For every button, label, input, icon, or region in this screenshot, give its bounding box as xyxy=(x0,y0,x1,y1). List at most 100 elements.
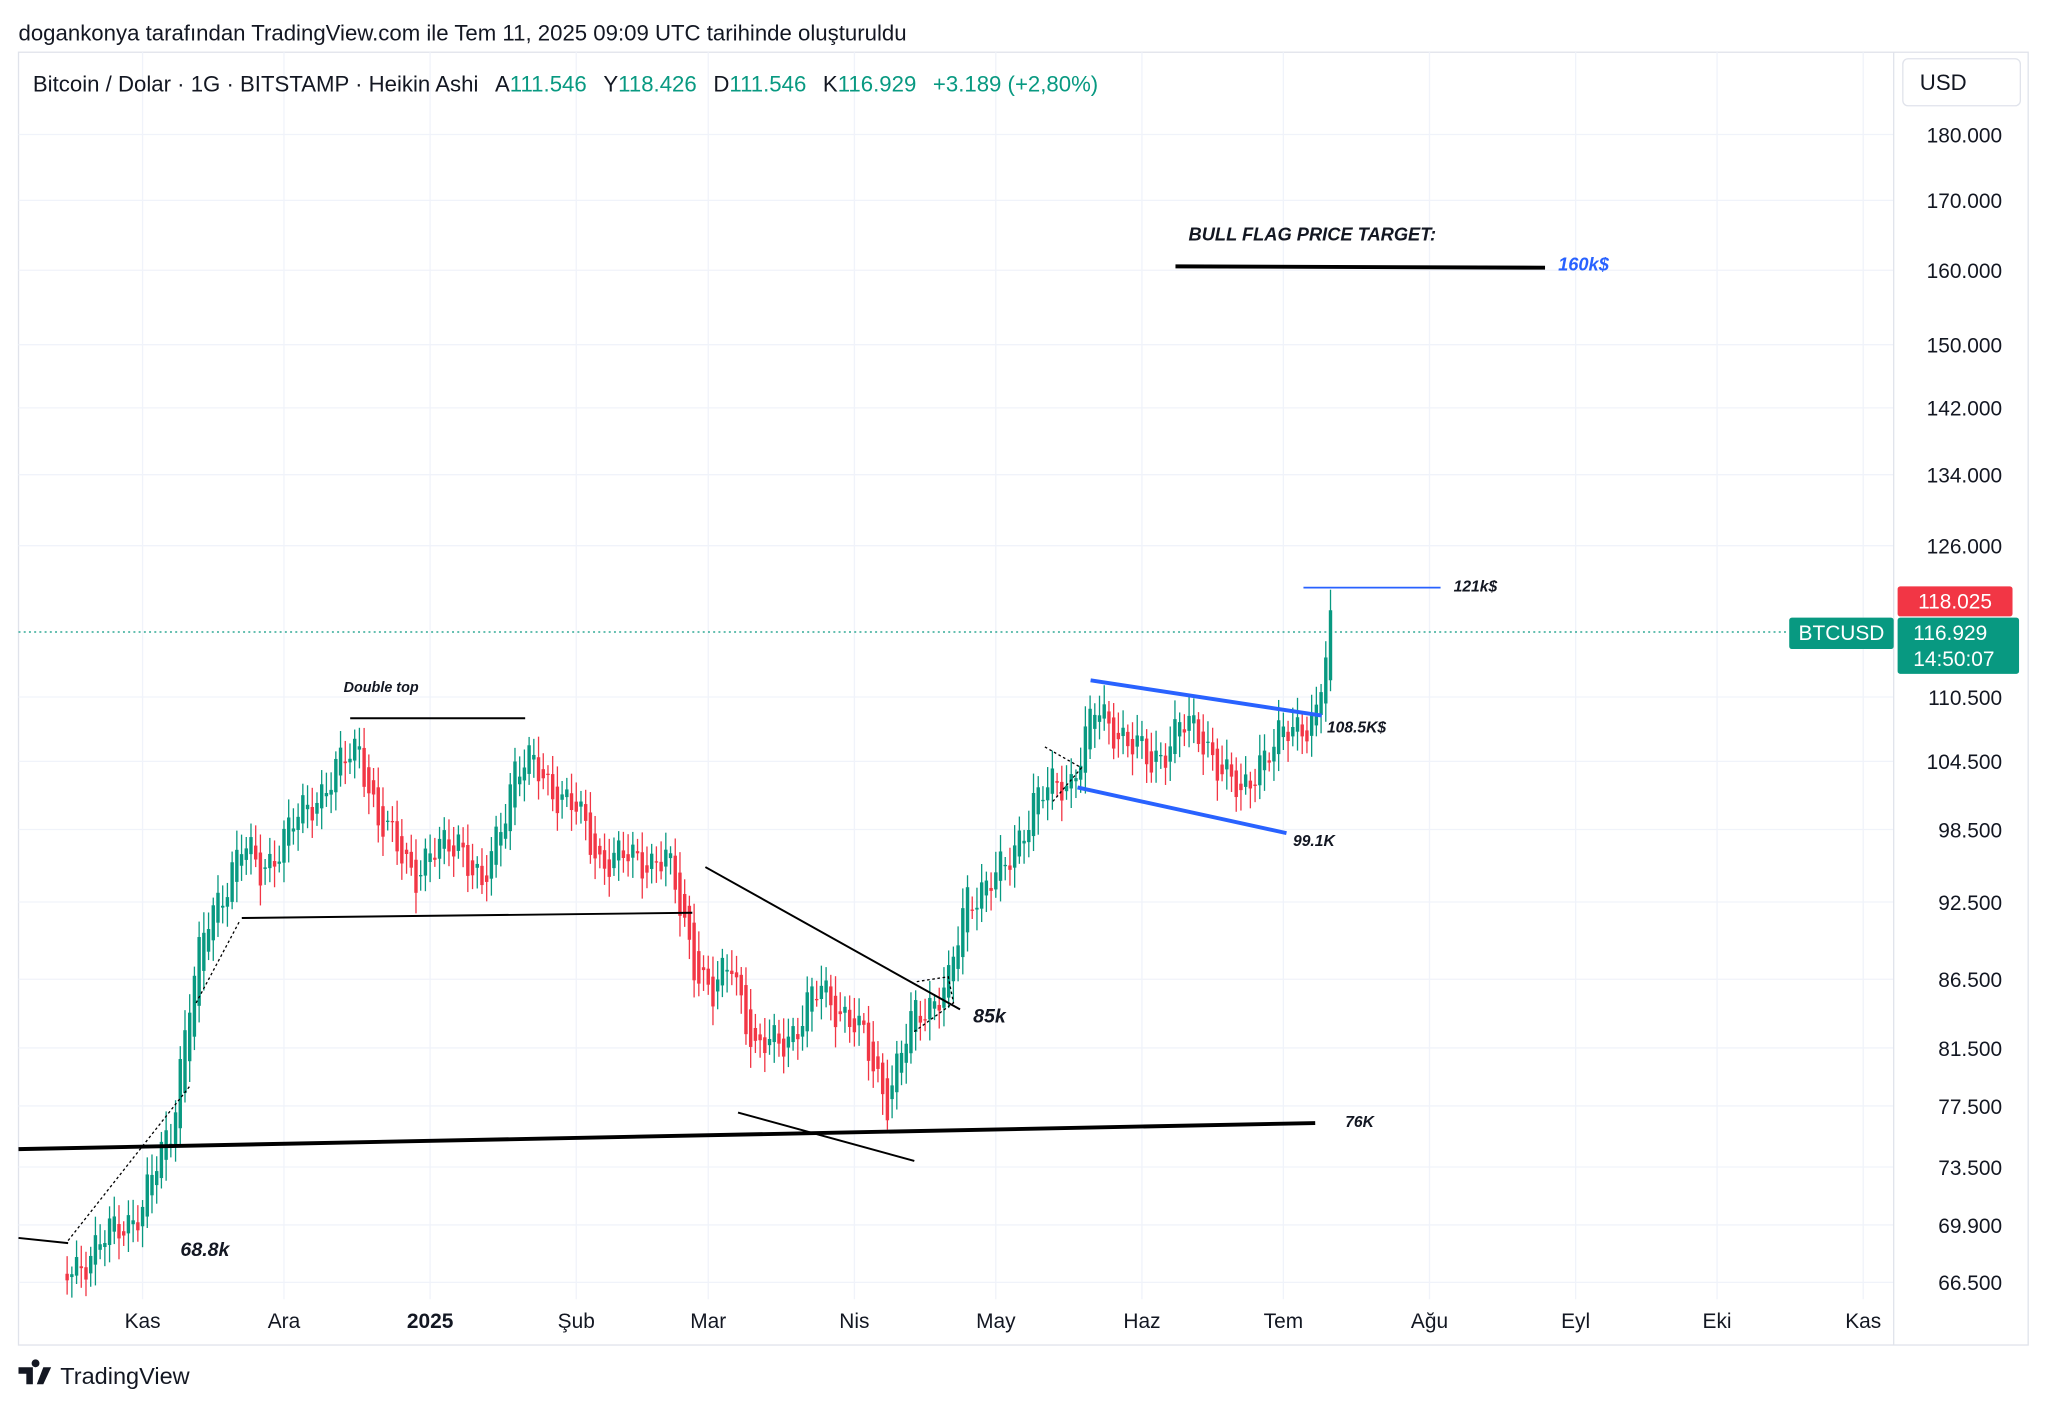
candle-body xyxy=(418,875,423,877)
flag-upper-line[interactable] xyxy=(1090,678,1323,718)
currency-button[interactable]: USD xyxy=(1902,58,2022,107)
candle-body xyxy=(409,851,413,868)
candle-body xyxy=(244,848,248,860)
wedge-upper-line[interactable] xyxy=(704,866,961,1011)
candle xyxy=(937,987,941,1029)
candle xyxy=(1196,712,1201,753)
candle-body xyxy=(145,1174,149,1217)
x-tick-label: May xyxy=(976,1310,1016,1333)
candle xyxy=(687,895,692,960)
candle-body xyxy=(1078,765,1083,780)
candle-body xyxy=(1008,865,1012,870)
candle-body xyxy=(711,976,715,1007)
support-line-76k[interactable] xyxy=(18,1121,1316,1152)
candle-body xyxy=(1182,729,1187,733)
candle xyxy=(1036,776,1040,835)
candle xyxy=(1168,726,1172,781)
candle-body xyxy=(555,786,560,814)
candle xyxy=(437,826,442,879)
price-axis[interactable]: 180.000 170.000 160.000 150.000 142.000 134.0… xyxy=(1927,124,2002,1295)
candle-body xyxy=(1031,793,1036,837)
candle xyxy=(767,1019,772,1055)
candle-body xyxy=(1276,720,1281,755)
candle-body xyxy=(598,845,602,855)
candle-body xyxy=(532,754,536,760)
candle xyxy=(513,747,517,826)
line-68k[interactable] xyxy=(18,1236,69,1245)
tradingview-logo[interactable]: TradingView xyxy=(18,1359,191,1389)
candle xyxy=(975,887,979,931)
candle xyxy=(253,825,258,868)
candle-body xyxy=(188,1012,192,1062)
candle xyxy=(616,831,621,881)
candle xyxy=(484,855,489,902)
wedge-lower-line[interactable] xyxy=(737,1111,915,1162)
candle xyxy=(263,858,267,885)
level-76-label: 76K xyxy=(1345,1114,1375,1131)
candle xyxy=(155,1156,159,1204)
candle-body xyxy=(385,820,390,822)
candle-body xyxy=(107,1218,112,1246)
y-tick-label: 69.900 xyxy=(1938,1215,2002,1238)
candle xyxy=(178,1046,182,1148)
trend-dotted-1[interactable] xyxy=(67,1086,191,1241)
flag-pole-dotted[interactable] xyxy=(1044,746,1083,804)
candle-body xyxy=(593,833,597,859)
candle-body xyxy=(197,937,201,1006)
candle xyxy=(720,948,725,998)
candle-body xyxy=(122,1231,126,1236)
candle xyxy=(371,767,376,808)
candle-body xyxy=(1305,730,1309,742)
candle xyxy=(1309,694,1314,757)
candle-body xyxy=(909,1011,913,1054)
candle xyxy=(1031,773,1036,852)
candle-body xyxy=(1309,715,1314,736)
candle-body xyxy=(155,1171,159,1186)
y-tick-label: 66.500 xyxy=(1938,1272,2002,1295)
candle xyxy=(1225,739,1229,790)
time-axis[interactable]: Kas Ara 2025 Şub Mar Nis May Haz Tem Ağu Eyl Eki Kas xyxy=(125,1310,1882,1333)
candle-body xyxy=(640,852,644,879)
flag-lower-line[interactable] xyxy=(1077,785,1287,836)
candle-body xyxy=(1036,787,1040,815)
x-tick-label: Kas xyxy=(1845,1310,1881,1333)
candle xyxy=(1239,763,1243,811)
candle xyxy=(1187,695,1191,748)
currency-label: USD xyxy=(1920,70,1967,95)
candle-body xyxy=(508,784,512,832)
candle-body xyxy=(664,849,668,867)
x-tick-label: Nis xyxy=(839,1310,869,1333)
candle-body xyxy=(678,872,682,916)
target-160-line[interactable] xyxy=(1175,264,1546,270)
candle xyxy=(244,836,248,875)
candle xyxy=(961,888,965,975)
candle-body xyxy=(1144,738,1149,765)
candle-body xyxy=(517,776,522,785)
candle xyxy=(984,871,989,913)
candle-body xyxy=(433,857,437,860)
candle-body xyxy=(456,834,461,851)
candle xyxy=(1130,722,1135,776)
candle xyxy=(918,1000,923,1041)
candle xyxy=(541,753,545,790)
candle xyxy=(895,1040,899,1110)
candle-body xyxy=(437,838,442,859)
candle xyxy=(291,808,296,845)
candle xyxy=(268,837,272,883)
candle-body xyxy=(74,1257,79,1276)
y-tick-label: 160.000 xyxy=(1927,260,2002,283)
x-tick-label: Mar xyxy=(690,1310,726,1333)
candle-body xyxy=(1187,715,1191,731)
candle-body xyxy=(1074,778,1078,782)
candle xyxy=(508,773,512,851)
candle-body xyxy=(720,957,725,986)
candle xyxy=(1300,713,1304,755)
candle xyxy=(1060,765,1064,822)
logo-text: TradingView xyxy=(60,1363,190,1389)
y-tick-label: 126.000 xyxy=(1927,536,2002,559)
candle xyxy=(847,995,852,1043)
candle-body xyxy=(843,1006,847,1013)
candle xyxy=(574,782,578,825)
support-line-92k[interactable] xyxy=(241,911,693,919)
candle-body xyxy=(550,774,555,800)
